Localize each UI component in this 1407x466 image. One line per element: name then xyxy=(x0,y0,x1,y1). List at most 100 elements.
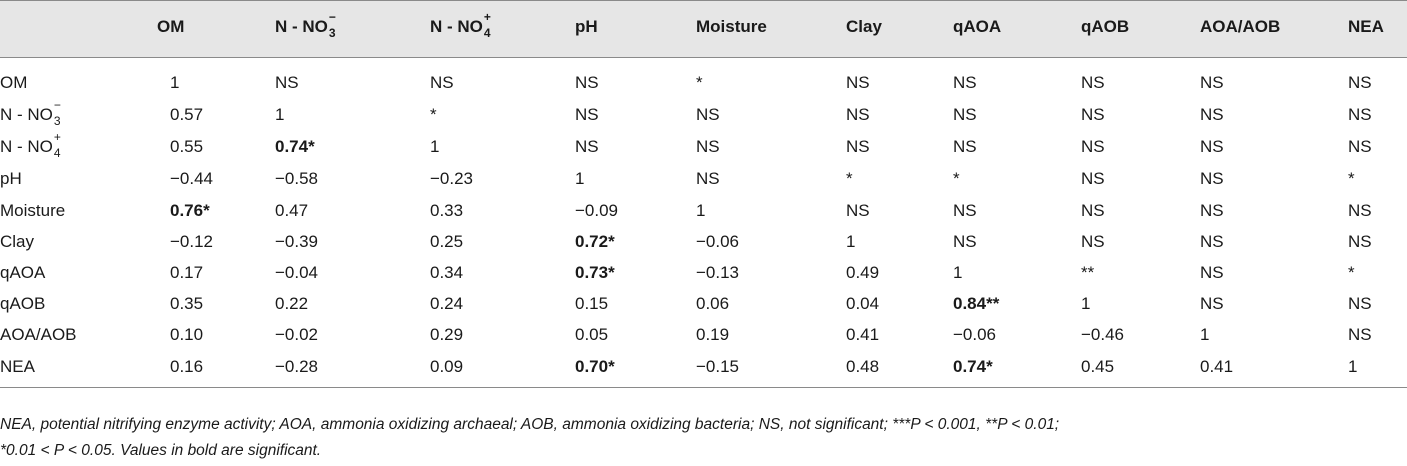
column-header-7-text: qAOA xyxy=(953,17,1002,36)
table-cell: −0.39 xyxy=(275,232,319,251)
column-header-10-text: NEA xyxy=(1348,17,1384,36)
table-cell: NS xyxy=(1348,325,1372,344)
table-cell: 0.05 xyxy=(575,325,609,344)
row-label-2-superscript: − xyxy=(53,98,61,112)
row-label-5-text: Moisture xyxy=(0,201,66,220)
table-cell: NS xyxy=(1081,201,1105,220)
column-header-6-text: Clay xyxy=(846,17,882,36)
table-cell: NS xyxy=(696,105,720,124)
table-cell: 0.24 xyxy=(430,294,464,313)
table-cell: NS xyxy=(846,137,870,156)
column-header-9: AOA/AOB xyxy=(1200,17,1280,37)
table-cell: NS xyxy=(1200,105,1224,124)
table-cell: NS xyxy=(1348,294,1372,313)
table-cell: −0.28 xyxy=(275,357,319,376)
table-cell: NS xyxy=(1200,294,1224,313)
table-cell: 0.19 xyxy=(696,325,730,344)
table-cell: NS xyxy=(1200,169,1224,188)
footnote-line-2: *0.01 < P < 0.05. Values in bold are sig… xyxy=(0,442,322,459)
table-cell: NS xyxy=(430,73,454,92)
row-label-10: NEA xyxy=(0,357,35,377)
table-cell: 0.35 xyxy=(170,294,204,313)
table-cell: −0.09 xyxy=(575,201,619,220)
table-cell: −0.12 xyxy=(170,232,214,251)
table-cell: 0.73* xyxy=(575,263,615,282)
row-label-3-text: N - NO xyxy=(0,137,53,156)
table-cell: 0.15 xyxy=(575,294,609,313)
table-cell: 0.41 xyxy=(1200,357,1234,376)
table-cell: 0.49 xyxy=(846,263,880,282)
table-cell: 1 xyxy=(1348,357,1358,376)
table-cell: 0.55 xyxy=(170,137,204,156)
table-cell: −0.02 xyxy=(275,325,319,344)
table-cell: −0.06 xyxy=(953,325,997,344)
table-cell: 1 xyxy=(1200,325,1210,344)
table-cell: −0.23 xyxy=(430,169,474,188)
table-cell: 0.16 xyxy=(170,357,204,376)
column-header-8-text: qAOB xyxy=(1081,17,1130,36)
table-cell: 0.47 xyxy=(275,201,309,220)
table-cell: 0.29 xyxy=(430,325,464,344)
table-cell: NS xyxy=(575,137,599,156)
table-cell: ** xyxy=(1081,263,1095,282)
table-cell: * xyxy=(430,105,437,124)
row-label-3-superscript: + xyxy=(53,130,61,144)
table-cell: 0.57 xyxy=(170,105,204,124)
table-cell: −0.04 xyxy=(275,263,319,282)
column-header-3-text: N - NO xyxy=(430,17,483,36)
row-label-8-text: qAOB xyxy=(0,294,46,313)
column-header-9-text: AOA/AOB xyxy=(1200,17,1281,36)
table-cell: NS xyxy=(1200,263,1224,282)
row-label-2-subscript: 3 xyxy=(53,114,61,128)
table-cell: NS xyxy=(1348,105,1372,124)
column-header-1: OM xyxy=(157,17,184,37)
table-cell: NS xyxy=(696,137,720,156)
table-cell: −0.13 xyxy=(696,263,740,282)
table-cell: −0.46 xyxy=(1081,325,1125,344)
table-cell: NS xyxy=(1200,137,1224,156)
row-label-6: Clay xyxy=(0,232,34,252)
table-cell: NS xyxy=(953,201,977,220)
column-header-8: qAOB xyxy=(1081,17,1129,37)
column-header-3-subscript: 4 xyxy=(483,26,491,40)
row-label-2-text: N - NO xyxy=(0,105,53,124)
table-cell: NS xyxy=(1348,137,1372,156)
table-cell: * xyxy=(1348,169,1355,188)
row-label-9: AOA/AOB xyxy=(0,325,77,345)
row-label-3: N - NO +4 xyxy=(0,130,63,160)
table-cell: 0.17 xyxy=(170,263,204,282)
column-header-4: pH xyxy=(575,17,598,37)
table-cell: 1 xyxy=(696,201,706,220)
table-cell: NS xyxy=(1200,73,1224,92)
table-cell: 1 xyxy=(430,137,440,156)
column-header-5-text: Moisture xyxy=(696,17,767,36)
row-label-1: OM xyxy=(0,73,27,93)
table-cell: −0.15 xyxy=(696,357,740,376)
table-cell: * xyxy=(696,73,703,92)
table-cell: NS xyxy=(1348,73,1372,92)
table-cell: 0.74* xyxy=(275,137,315,156)
row-label-7: qAOA xyxy=(0,263,45,283)
table-cell: NS xyxy=(1081,169,1105,188)
table-cell: 0.74* xyxy=(953,357,993,376)
table-cell: −0.44 xyxy=(170,169,214,188)
table-cell: NS xyxy=(953,137,977,156)
column-header-2: N - NO − 3 xyxy=(275,10,338,40)
table-cell: NS xyxy=(575,105,599,124)
table-cell: NS xyxy=(575,73,599,92)
table-cell: 0.04 xyxy=(846,294,880,313)
table-cell: 0.34 xyxy=(430,263,464,282)
row-label-5: Moisture xyxy=(0,201,65,221)
table-cell: 1 xyxy=(575,169,585,188)
column-header-7: qAOA xyxy=(953,17,1001,37)
table-cell: 1 xyxy=(846,232,856,251)
footnote-line-1: NEA, potential nitrifying enzyme activit… xyxy=(0,416,1060,433)
row-label-8: qAOB xyxy=(0,294,45,314)
table-cell: NS xyxy=(1200,201,1224,220)
column-header-3-superscript: + xyxy=(483,10,491,24)
column-header-10: NEA xyxy=(1348,17,1384,37)
row-label-4-text: pH xyxy=(0,169,22,188)
row-label-1-text: OM xyxy=(0,73,28,92)
row-label-7-text: qAOA xyxy=(0,263,46,282)
